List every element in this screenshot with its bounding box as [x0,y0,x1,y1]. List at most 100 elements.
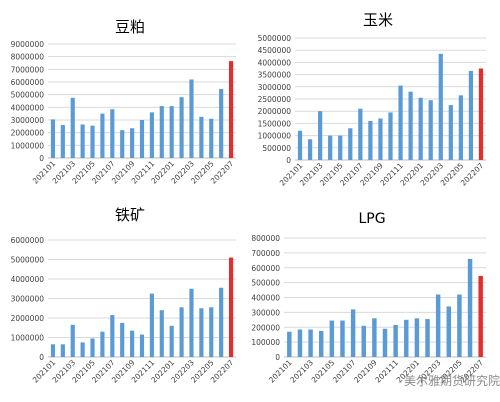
corn-bar [318,111,323,160]
corn-y-tick-label: 500000 [262,144,291,153]
lpg-y-tick-label: 100000 [251,338,280,347]
soymeal-y-tick-label: 6000000 [11,78,45,87]
soymeal-y-tick-label: 5000000 [11,91,45,100]
lpg-bar [297,329,303,357]
lpg-bar [393,325,398,357]
soymeal-y-tick-label: 0 [39,154,44,163]
ironore-bar [90,338,95,357]
ironore-bar [110,315,115,357]
corn-y-tick-label: 2500000 [258,95,292,104]
ironore-y-tick-label: 3000000 [11,295,45,304]
corn-highlight-bar [478,68,484,160]
soymeal-bar [120,130,125,158]
ironore-bar [179,307,184,357]
soymeal-y-tick-label: 2000000 [11,129,45,138]
ironore-bar [209,307,214,357]
soymeal-y-tick-label: 4000000 [11,103,45,112]
corn-y-tick-label: 3000000 [258,83,292,92]
corn-bar [368,120,373,160]
lpg-bar [457,294,462,357]
soymeal-bar [199,116,204,158]
lpg-chart-title: LPG [358,211,385,227]
soymeal-bar [159,106,164,158]
corn-y-tick-label: 2000000 [258,107,292,116]
corn-y-tick-label: 0 [286,156,291,165]
soymeal-y-tick-label: 7000000 [11,65,45,74]
ironore-bar [169,325,174,357]
watermark-text: 美尔雅期货研究院 [404,374,500,388]
corn-y-tick-label: 1000000 [258,132,292,141]
corn-bar [348,128,353,160]
ironore-bar [189,288,194,357]
ironore-y-tick-label: 4000000 [11,275,45,284]
corn-bar [307,139,313,160]
soymeal-bar [130,128,135,158]
ironore-bar [149,293,154,357]
corn-y-tick-label: 3500000 [258,71,292,80]
lpg-bar [287,331,292,357]
lpg-bar [308,329,313,357]
soymeal-bar [149,112,154,158]
lpg-bar [467,258,473,357]
soymeal-bar [90,125,95,158]
soymeal-bar [169,106,174,158]
lpg-bar [435,294,441,357]
ironore-bar [130,330,135,357]
ironore-bar [80,342,85,357]
soymeal-bar [209,118,214,158]
soymeal-y-tick-label: 3000000 [11,116,45,125]
corn-y-tick-label: 4000000 [258,58,292,67]
lpg-y-tick-label: 200000 [251,323,280,332]
ironore-bar [139,334,145,357]
ironore-bar [70,324,75,357]
ironore-bar [199,308,204,357]
ironore-bar [219,287,224,357]
soymeal-y-tick-label: 1000000 [11,141,45,150]
corn-bar [297,130,303,160]
corn-bar [448,105,453,160]
ironore-chart-title: 铁矿 [115,206,145,224]
lpg-y-tick-label: 500000 [251,279,280,288]
lpg-bar [350,309,356,357]
lpg-bar [425,319,430,357]
ironore-bar [100,331,105,357]
soymeal-bar [110,109,115,158]
ironore-highlight-bar [228,257,234,357]
corn-bar [328,135,333,160]
soymeal-bar [219,88,224,158]
lpg-bar [414,318,420,357]
ironore-bar [159,310,164,357]
lpg-y-tick-label: 300000 [251,308,280,317]
corn-bar [378,118,383,160]
corn-bar [418,97,423,160]
corn-bar [338,135,343,160]
lpg-y-tick-label: 0 [275,353,280,362]
ironore-y-tick-label: 6000000 [11,236,45,245]
ironore-y-tick-label: 5000000 [11,256,45,265]
lpg-bar [404,319,409,357]
ironore-bar [60,344,65,357]
soymeal-bar [80,124,85,158]
lpg-bar [340,320,345,357]
corn-bar [428,100,433,160]
soymeal-highlight-bar [228,61,234,158]
lpg-y-tick-label: 400000 [251,294,280,303]
corn-bar [398,85,403,160]
soymeal-bar [100,113,105,158]
corn-y-tick-label: 4500000 [258,46,292,55]
corn-chart-title: 玉米 [363,11,393,29]
ironore-bar [120,322,125,357]
corn-bar [468,70,474,160]
corn-y-tick-label: 1500000 [258,119,292,128]
ironore-y-tick-label: 2000000 [11,314,45,323]
corn-bar [458,95,463,160]
corn-y-tick-label: 5000000 [258,34,292,43]
soymeal-bar [60,125,65,158]
lpg-y-tick-label: 700000 [251,249,280,258]
lpg-bar [382,328,388,357]
soymeal-bar [189,79,194,158]
lpg-highlight-bar [478,275,483,357]
lpg-bar [446,306,452,357]
corn-bar [438,53,443,160]
